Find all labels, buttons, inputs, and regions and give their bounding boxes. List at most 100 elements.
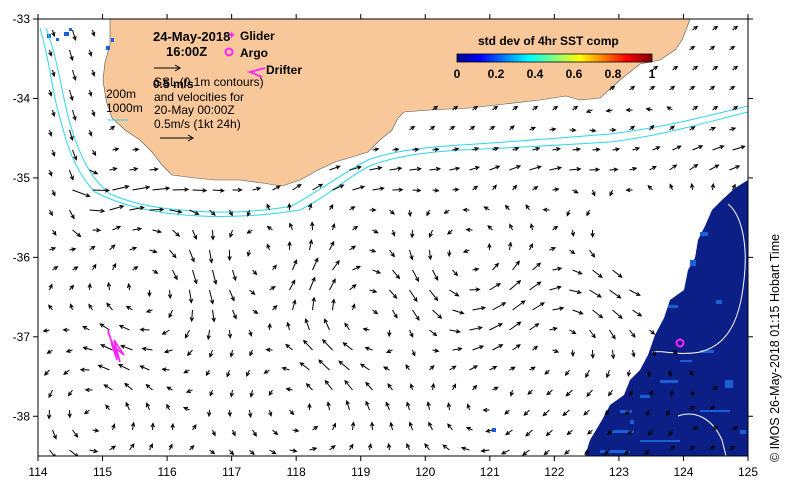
velocity-arrow	[349, 206, 356, 211]
x-tick-label: 114	[28, 465, 47, 479]
velocity-arrow	[51, 29, 56, 38]
velocity-arrow	[629, 289, 641, 296]
velocity-arrow	[285, 343, 293, 351]
velocity-arrow	[92, 428, 100, 433]
velocity-arrow	[47, 409, 52, 420]
velocity-arrow	[428, 421, 433, 431]
velocity-arrow	[289, 222, 294, 231]
velocity-arrow	[542, 409, 550, 417]
velocity-arrow	[712, 145, 725, 151]
velocity-arrow	[609, 189, 614, 197]
velocity-arrow	[692, 25, 699, 31]
velocity-arrow	[609, 329, 616, 340]
velocity-arrow	[406, 401, 411, 411]
velocity-arrow	[148, 443, 153, 451]
isobath-200-label: 200m	[106, 87, 136, 101]
velocity-arrow	[689, 163, 699, 171]
y-axis: -33 -34 -35 -36 -37 -38	[13, 12, 753, 423]
velocity-arrow	[509, 279, 522, 291]
velocity-arrow	[331, 223, 336, 231]
map-date: 24-May-2018	[153, 29, 230, 44]
velocity-arrow	[509, 223, 514, 231]
velocity-arrow	[362, 327, 370, 332]
velocity-arrow	[72, 109, 77, 121]
velocity-arrow	[269, 286, 276, 291]
velocity-arrow	[152, 229, 163, 234]
velocity-arrow	[432, 188, 440, 193]
velocity-arrow	[572, 147, 582, 152]
velocity-arrow	[569, 249, 576, 255]
velocity-arrow	[549, 247, 557, 252]
velocity-arrow	[209, 289, 215, 305]
velocity-arrow	[367, 442, 373, 451]
velocity-arrow	[525, 204, 530, 211]
velocity-arrow	[589, 249, 596, 258]
isobaths	[39, 27, 748, 218]
velocity-arrow	[587, 429, 593, 435]
velocity-arrow	[462, 207, 470, 213]
velocity-arrow	[647, 369, 652, 378]
velocity-arrow	[69, 303, 74, 311]
velocity-arrow	[372, 309, 379, 315]
velocity-arrow	[412, 269, 419, 283]
velocity-arrow	[65, 348, 73, 353]
velocity-arrow	[129, 205, 145, 211]
map-time: 16:00Z	[166, 44, 207, 59]
glider-icon: ✦	[227, 30, 236, 42]
velocity-arrow	[591, 189, 596, 197]
velocity-arrow	[432, 348, 440, 353]
velocity-arrow	[652, 65, 659, 71]
velocity-arrow	[249, 389, 254, 398]
velocity-arrow	[672, 349, 678, 355]
velocity-arrow	[487, 242, 492, 251]
velocity-arrow	[589, 167, 601, 172]
velocity-arrow	[329, 445, 336, 451]
velocity-arrow	[289, 409, 295, 416]
velocity-arrow	[632, 309, 643, 317]
velocity-arrow	[592, 147, 601, 152]
velocity-arrow	[492, 147, 500, 152]
velocity-arrow	[350, 421, 356, 431]
velocity-arrow	[145, 383, 153, 391]
velocity-arrow	[83, 409, 90, 415]
velocity-arrow	[227, 329, 233, 339]
velocity-arrow	[292, 428, 300, 433]
velocity-arrow	[452, 105, 459, 111]
velocity-arrow	[72, 69, 77, 81]
velocity-arrow	[91, 109, 96, 117]
velocity-arrow	[624, 449, 630, 455]
velocity-arrow	[409, 125, 416, 131]
velocity-arrow	[472, 384, 478, 391]
velocity-arrow	[612, 269, 623, 278]
velocity-arrow	[364, 346, 373, 351]
velocity-arrow	[405, 364, 410, 371]
velocity-arrow	[389, 421, 394, 431]
velocity-arrow	[452, 187, 460, 192]
velocity-arrow	[504, 204, 510, 211]
velocity-arrow	[211, 429, 216, 437]
velocity-arrow	[543, 449, 550, 456]
velocity-arrow	[252, 186, 262, 192]
velocity-arrow	[629, 125, 636, 131]
velocity-arrow	[292, 183, 302, 191]
velocity-arrow	[150, 422, 155, 431]
velocity-arrow	[469, 325, 483, 331]
velocity-arrow	[88, 303, 93, 311]
velocity-arrow	[249, 289, 256, 295]
velocity-arrow	[432, 105, 439, 111]
velocity-arrow	[447, 423, 453, 431]
velocity-arrow	[372, 229, 379, 234]
velocity-arrow	[729, 445, 736, 451]
velocity-arrow	[232, 309, 237, 320]
velocity-arrow	[409, 329, 414, 338]
velocity-arrow	[52, 429, 57, 440]
velocity-arrow	[329, 240, 335, 251]
velocity-arrow	[645, 409, 650, 416]
velocity-arrow	[292, 299, 297, 311]
velocity-arrow	[266, 203, 271, 211]
velocity-arrow	[312, 257, 319, 271]
velocity-arrow	[429, 329, 438, 337]
velocity-arrow	[349, 245, 357, 251]
velocity-arrow	[504, 409, 510, 415]
velocity-arrow	[631, 349, 636, 358]
